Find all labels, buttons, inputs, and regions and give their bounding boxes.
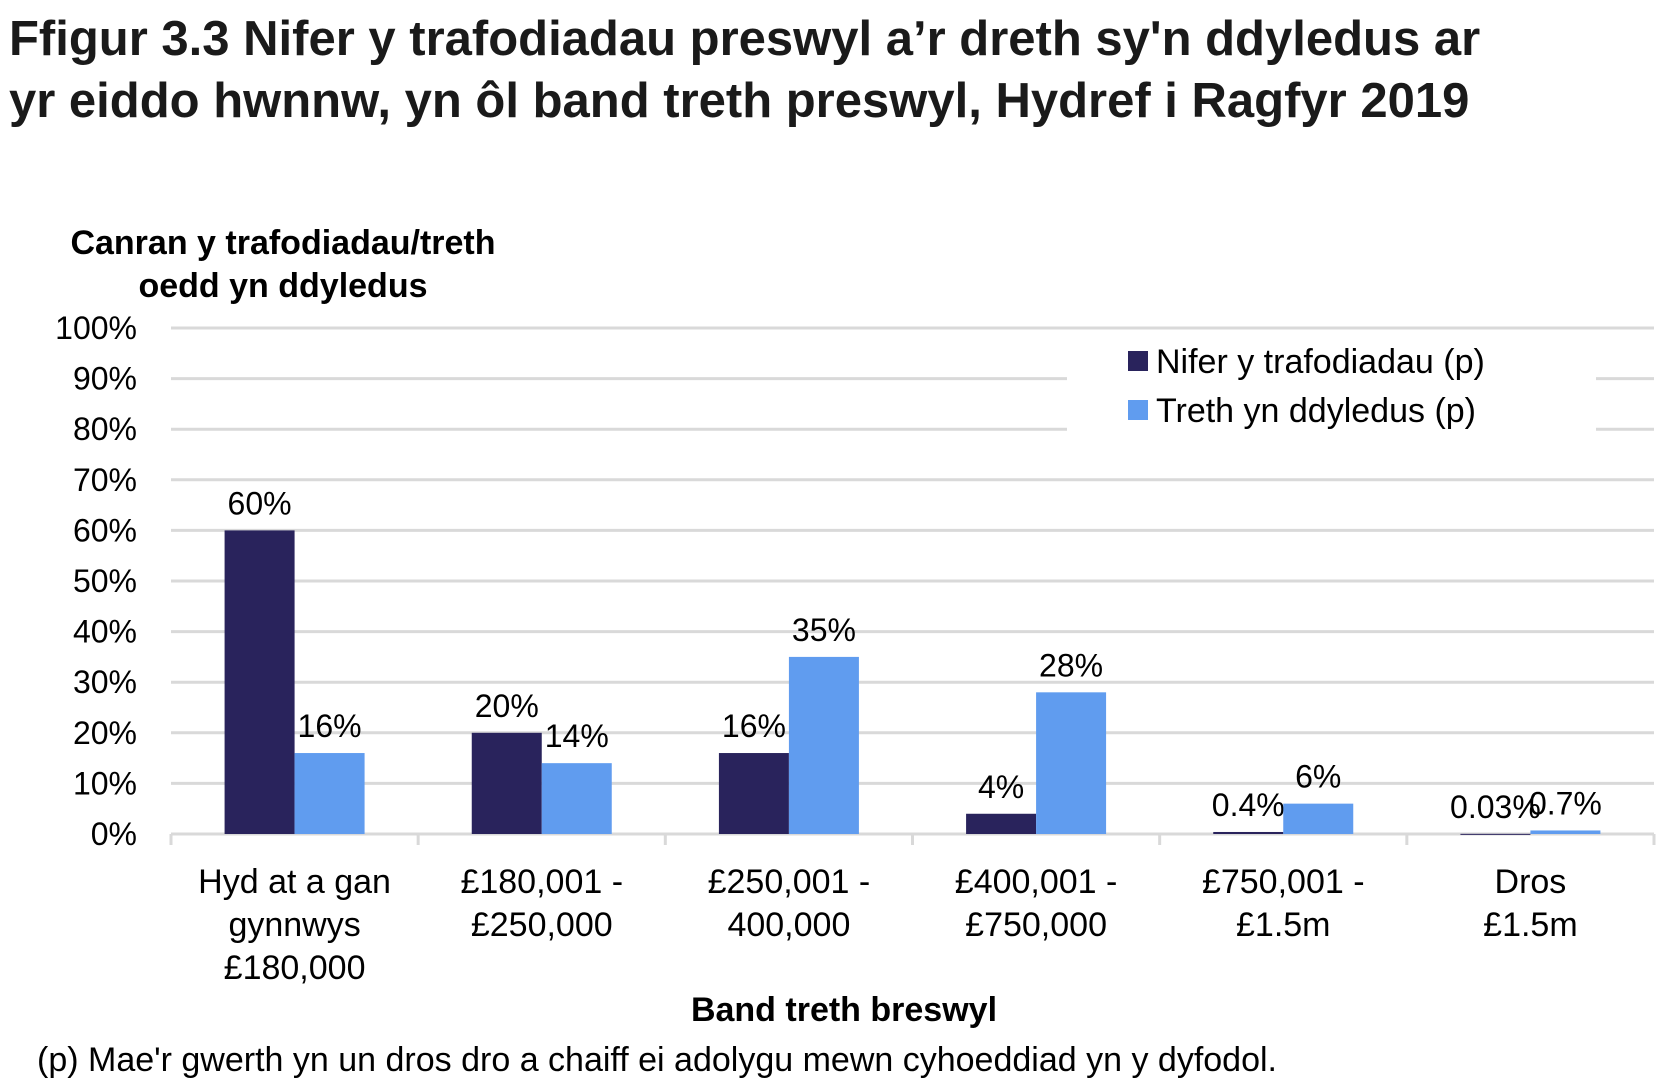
x-tick-label: gynnwys [228,906,360,944]
legend-label: Nifer y trafodiadau (p) [1156,343,1485,381]
title-line-1: Ffigur 3.3 Nifer y trafodiadau preswyl a… [9,12,1481,66]
y-tick-label: 50% [73,563,137,599]
y-tick-label: 90% [73,361,137,397]
y-tick-label: 100% [55,310,137,346]
legend-label: Treth yn ddyledus (p) [1156,392,1476,430]
data-label: 6% [1295,759,1341,795]
x-tick-label: £1.5m [1236,906,1331,944]
x-tick-label: 400,000 [727,906,850,944]
data-label: 16% [722,708,786,744]
x-tick-label: £1.5m [1483,906,1578,944]
bar-transactions [471,732,542,834]
x-axis-title: Band treth breswyl [691,991,997,1029]
footnote: (p) Mae'r gwerth yn un dros dro a chaiff… [37,1041,1277,1079]
y-tick-label: 10% [73,765,137,801]
data-label: 0.7% [1529,785,1602,821]
data-label: 60% [228,485,292,521]
bar-tax [1530,830,1601,834]
y-tick-label: 0% [91,816,137,852]
bar-transactions [718,753,789,834]
y-tick-label: 80% [73,411,137,447]
y-axis-label: oedd yn ddyledus [138,267,427,305]
y-axis-label: Canran y trafodiadau/treth [70,224,495,262]
y-tick-label: 60% [73,512,137,548]
data-label: 4% [978,769,1024,805]
x-tick-label: £750,001 - [1202,863,1365,901]
data-label: 35% [792,612,856,648]
x-tick-label: £750,000 [965,906,1107,944]
data-label: 16% [298,708,362,744]
bar-transactions [1460,833,1531,835]
title-line-2: yr eiddo hwnnw, yn ôl band treth preswyl… [9,74,1470,128]
data-label: 14% [545,718,609,754]
x-tick-label: £180,001 - [460,863,623,901]
x-tick-label: £250,001 - [708,863,871,901]
bar-tax [1036,692,1107,834]
bar-transactions [224,530,295,834]
x-tick-label: £400,001 - [955,863,1118,901]
bar-tax [541,763,612,834]
x-tick-label: Hyd at a gan [198,863,391,901]
x-tick-label: Dros [1495,863,1567,901]
data-label: 0.03% [1450,789,1541,825]
bar-transactions [966,813,1037,834]
y-tick-label: 30% [73,664,137,700]
bar-tax [788,656,859,834]
y-tick-label: 20% [73,715,137,751]
data-label: 20% [475,688,539,724]
legend-swatch [1128,400,1148,420]
x-tick-label: £180,000 [224,949,366,987]
bar-tax [294,753,365,834]
bar-tax [1283,803,1354,834]
legend-background [1067,338,1596,438]
bar-transactions [1213,831,1284,834]
chart-title: Ffigur 3.3 Nifer y trafodiadau preswyl a… [9,8,1649,132]
x-tick-label: £250,000 [471,906,613,944]
data-label: 0.4% [1212,787,1285,823]
y-tick-label: 70% [73,462,137,498]
legend-swatch [1128,351,1148,371]
y-tick-label: 40% [73,614,137,650]
data-label: 28% [1039,647,1103,683]
